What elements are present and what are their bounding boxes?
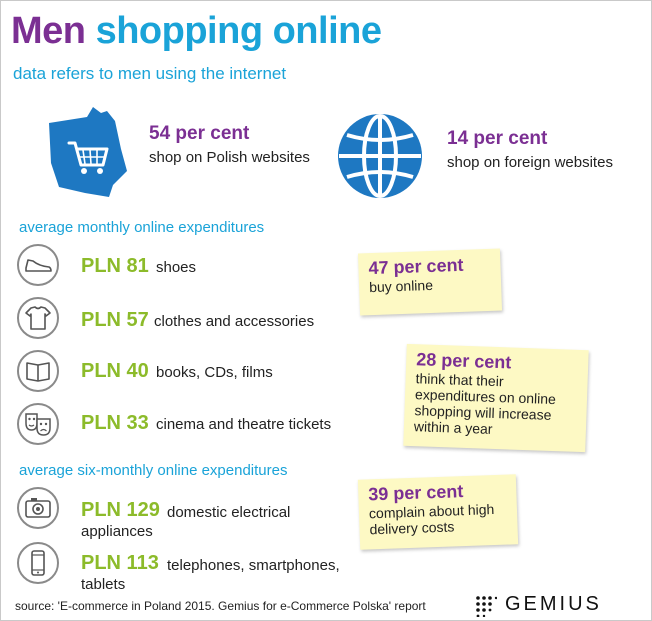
monthly-category: clothes and accessories — [154, 313, 315, 330]
stat-foreign-label: shop on foreign websites — [447, 154, 613, 171]
monthly-category: cinema and theatre tickets — [156, 416, 332, 433]
stat-polish-value: 54 per cent — [149, 123, 250, 144]
gemius-logo: GEMIUS — [505, 593, 602, 615]
sixmonthly-header: average six-monthly online expenditures — [19, 462, 288, 479]
title-word-shopping-online: shopping online — [95, 10, 382, 52]
tshirt-icon — [17, 297, 59, 339]
stat-foreign-value: 14 per cent — [447, 128, 548, 149]
title-word-men: Men — [11, 10, 86, 52]
sixmonthly-category-line1: telephones, smartphones, — [167, 557, 340, 574]
camera-icon — [17, 487, 59, 529]
sticky-note: 47 per cent buy online — [357, 248, 503, 316]
sixmonthly-category-line2: appliances — [81, 523, 153, 540]
monthly-amount: PLN 81 — [81, 255, 149, 277]
poland-cart-icon — [45, 103, 133, 199]
stat-polish-label: shop on Polish websites — [149, 149, 310, 166]
theatre-masks-icon — [17, 403, 59, 445]
smartphone-icon — [17, 542, 59, 584]
note-text: think that their expenditures on online … — [413, 370, 557, 437]
note-text: complain about high delivery costs — [368, 501, 495, 538]
monthly-header: average monthly online expenditures — [19, 219, 265, 236]
book-icon — [17, 350, 59, 392]
monthly-amount: PLN 57 — [81, 309, 149, 331]
source-note: source: 'E-commerce in Poland 2015. Gemi… — [15, 599, 426, 613]
gemius-dots-icon — [475, 595, 498, 618]
shoe-icon — [17, 244, 59, 286]
sixmonthly-amount: PLN 129 — [81, 499, 160, 521]
subtitle: data refers to men using the internet — [13, 64, 287, 83]
sticky-note: 39 per cent complain about high delivery… — [357, 474, 519, 550]
monthly-amount: PLN 33 — [81, 412, 149, 434]
sticky-note: 28 per cent think that their expenditure… — [403, 343, 589, 453]
monthly-amount: PLN 40 — [81, 360, 149, 382]
sixmonthly-amount: PLN 113 — [81, 552, 159, 574]
globe-icon — [335, 111, 425, 201]
monthly-category: shoes — [156, 259, 197, 276]
sixmonthly-category-line1: domestic electrical — [167, 504, 291, 521]
sixmonthly-category-line2: tablets — [81, 576, 126, 593]
note-text: buy online — [368, 276, 434, 296]
monthly-category: books, CDs, films — [156, 364, 273, 381]
page-title: Men shopping online — [11, 7, 382, 55]
